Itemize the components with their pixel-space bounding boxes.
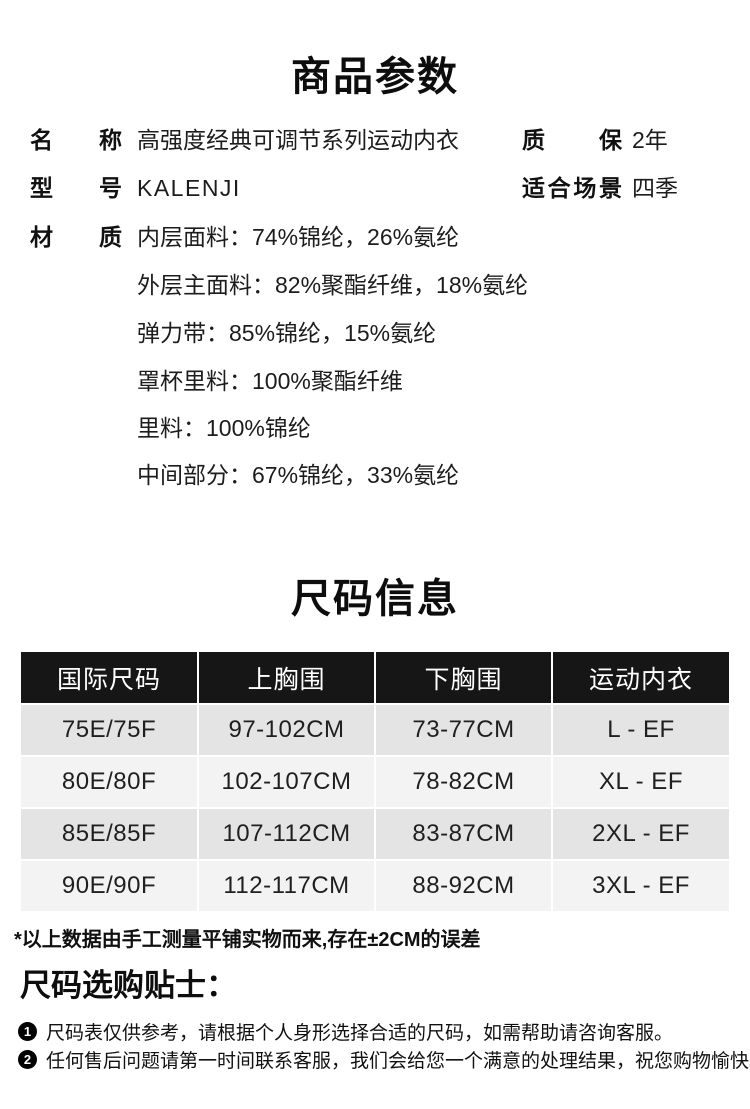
cell-under-bust: 88-92CM [375, 859, 553, 911]
table-row: 85E/85F 107-112CM 83-87CM 2XL - EF [21, 807, 729, 860]
size-section-title: 尺码信息 [291, 577, 459, 621]
param-label-scene: 适合场景 [522, 175, 622, 201]
cell-under-bust: 83-87CM [375, 807, 553, 860]
cell-intl-size: 75E/75F [21, 703, 199, 756]
tip-text: 尺码表仅供参考，请根据个人身形选择合适的尺码，如需帮助请咨询客服。 [46, 1023, 674, 1044]
param-label-material: 材质 [30, 224, 122, 250]
tip-text: 任何售后问题请第一时间联系客服，我们会给您一个满意的处理结果，祝您购物愉快。 [46, 1051, 750, 1072]
cell-intl-size: 85E/85F [21, 807, 199, 860]
header-cell-intl-size: 国际尺码 [21, 652, 199, 704]
measurement-note: *以上数据由手工测量平铺实物而来,存在±2CM的误差 [14, 929, 481, 951]
header-cell-upper-bust: 上胸围 [198, 652, 376, 704]
table-row: 90E/90F 112-117CM 88-92CM 3XL - EF [21, 859, 729, 911]
page-title: 商品参数 [291, 55, 459, 99]
cell-upper-bust: 107-112CM [198, 807, 376, 860]
param-label-model: 型号 [30, 175, 122, 201]
cell-upper-bust: 97-102CM [198, 703, 376, 756]
cell-bra-size: XL - EF [552, 755, 729, 808]
tip-item: 2 任何售后问题请第一时间联系客服，我们会给您一个满意的处理结果，祝您购物愉快。 [18, 1046, 750, 1073]
cell-under-bust: 78-82CM [375, 755, 553, 808]
material-line: 里料：100%锦纶 [137, 415, 311, 441]
cell-bra-size: L - EF [552, 703, 729, 756]
header-cell-under-bust: 下胸围 [375, 652, 553, 704]
param-label-name: 名称 [30, 127, 122, 153]
table-row: 80E/80F 102-107CM 78-82CM XL - EF [21, 755, 729, 808]
param-value-scene: 四季 [632, 175, 678, 201]
tip-number-badge: 2 [18, 1050, 37, 1069]
material-line: 弹力带：85%锦纶，15%氨纶 [137, 320, 437, 346]
cell-intl-size: 90E/90F [21, 859, 199, 911]
cell-intl-size: 80E/80F [21, 755, 199, 808]
material-line: 内层面料：74%锦纶，26%氨纶 [137, 224, 460, 250]
size-table-header-row: 国际尺码 上胸围 下胸围 运动内衣 [21, 652, 729, 704]
cell-under-bust: 73-77CM [375, 703, 553, 756]
param-label-warranty: 质保 [522, 127, 622, 153]
cell-bra-size: 3XL - EF [552, 859, 729, 911]
param-value-warranty: 2年 [632, 127, 668, 153]
tips-title: 尺码选购贴士： [20, 968, 237, 1003]
size-table: 国际尺码 上胸围 下胸围 运动内衣 75E/75F 97-102CM 73-77… [21, 652, 729, 911]
material-line: 外层主面料：82%聚酯纤维，18%氨纶 [137, 272, 529, 298]
param-value-model: KALENJI [137, 175, 241, 201]
cell-upper-bust: 112-117CM [198, 859, 376, 911]
material-line: 罩杯里料：100%聚酯纤维 [137, 368, 403, 394]
tip-item: 1 尺码表仅供参考，请根据个人身形选择合适的尺码，如需帮助请咨询客服。 [18, 1018, 673, 1045]
param-value-name: 高强度经典可调节系列运动内衣 [137, 127, 459, 153]
table-row: 75E/75F 97-102CM 73-77CM L - EF [21, 703, 729, 756]
tip-number-badge: 1 [18, 1022, 37, 1041]
header-cell-sports-bra: 运动内衣 [552, 652, 729, 704]
cell-upper-bust: 102-107CM [198, 755, 376, 808]
material-line: 中间部分：67%锦纶，33%氨纶 [137, 462, 460, 488]
cell-bra-size: 2XL - EF [552, 807, 729, 860]
